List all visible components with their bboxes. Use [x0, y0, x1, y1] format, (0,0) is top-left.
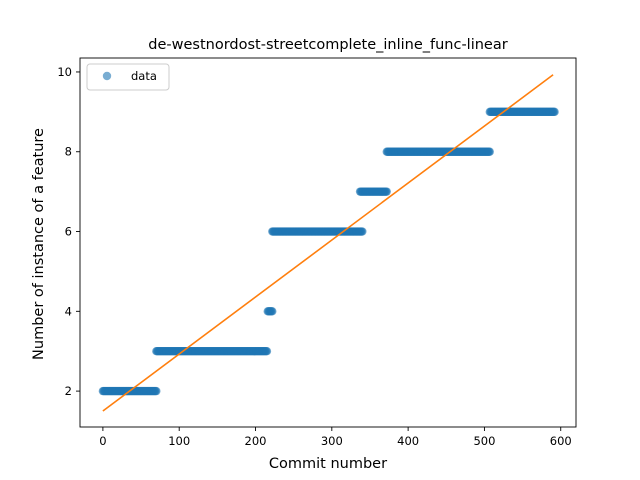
data-point — [152, 386, 161, 396]
fit-line — [102, 74, 554, 412]
data-point — [382, 187, 391, 196]
data-point — [358, 227, 367, 236]
y-tick-label: 10 — [57, 65, 72, 79]
x-tick-label: 300 — [321, 434, 343, 448]
x-axis-label: Commit number — [269, 456, 387, 472]
x-tick-label: 0 — [99, 434, 106, 448]
x-tick-label: 400 — [397, 434, 419, 448]
legend-marker — [102, 71, 112, 81]
data-point — [485, 147, 494, 156]
y-axis-label: Number of instance of a feature — [31, 128, 47, 360]
y-tick-label: 2 — [65, 384, 72, 398]
legend-label: data — [131, 69, 157, 83]
data-point — [262, 347, 272, 356]
plot-area — [98, 74, 559, 412]
axes-frame — [79, 57, 577, 428]
x-tick-label: 500 — [473, 434, 495, 448]
data-point — [550, 107, 559, 117]
axes: 0 100 200 300 400 500 600 2 4 6 8 10 — [57, 57, 577, 448]
y-tick-label: 4 — [65, 304, 72, 318]
x-tick-label: 100 — [168, 434, 190, 448]
data-point — [268, 307, 277, 316]
legend: data — [86, 63, 170, 91]
x-tick-label: 600 — [550, 434, 572, 448]
y-tick-label: 6 — [65, 225, 72, 239]
chart-title: de-westnordost-streetcomplete_inline_fun… — [148, 37, 507, 53]
y-tick-label: 8 — [65, 145, 72, 159]
x-tick-label: 200 — [245, 434, 267, 448]
legend-box — [86, 63, 170, 91]
